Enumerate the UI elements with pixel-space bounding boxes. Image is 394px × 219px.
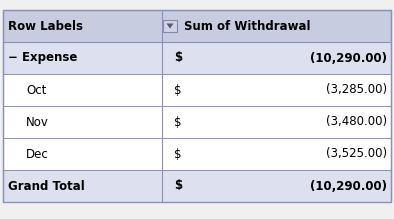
Bar — [3, 10, 391, 42]
Text: (3,285.00): (3,285.00) — [326, 83, 387, 97]
Text: $: $ — [174, 115, 182, 129]
Text: (10,290.00): (10,290.00) — [310, 180, 387, 193]
Bar — [3, 138, 391, 170]
Text: Sum of Withdrawal: Sum of Withdrawal — [184, 19, 310, 32]
Text: Dec: Dec — [26, 148, 49, 161]
Bar — [3, 74, 391, 106]
Text: $: $ — [174, 83, 182, 97]
Text: − Expense: − Expense — [8, 51, 77, 65]
Text: $: $ — [174, 148, 182, 161]
Bar — [3, 42, 391, 74]
Text: (3,480.00): (3,480.00) — [326, 115, 387, 129]
Text: Nov: Nov — [26, 115, 49, 129]
Text: (10,290.00): (10,290.00) — [310, 51, 387, 65]
FancyBboxPatch shape — [163, 20, 177, 32]
Text: $: $ — [174, 180, 182, 193]
Bar — [3, 106, 391, 138]
Text: $: $ — [174, 51, 182, 65]
Bar — [3, 10, 391, 202]
Bar — [3, 170, 391, 202]
Polygon shape — [167, 23, 173, 28]
Text: Oct: Oct — [26, 83, 46, 97]
Text: Grand Total: Grand Total — [8, 180, 85, 193]
Text: Row Labels: Row Labels — [8, 19, 83, 32]
Text: (3,525.00): (3,525.00) — [326, 148, 387, 161]
